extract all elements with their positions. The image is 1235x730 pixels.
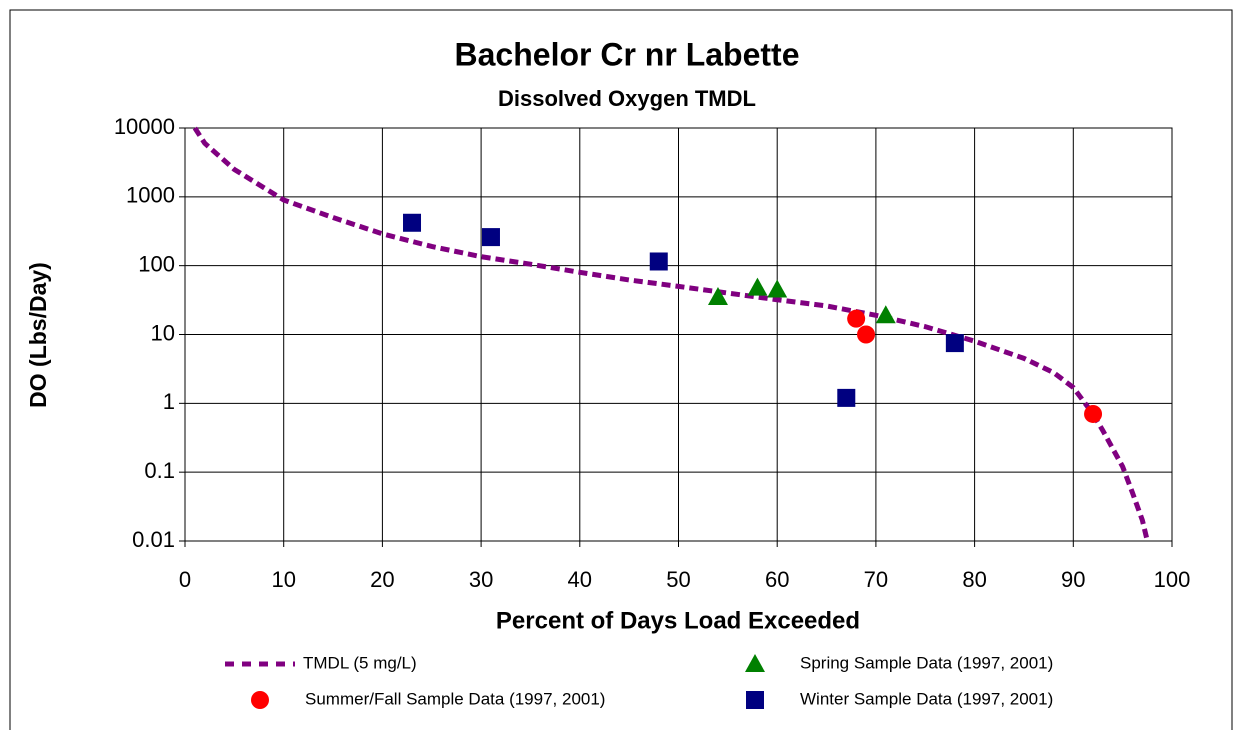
legend-swatch — [251, 691, 269, 709]
legend-swatch — [745, 654, 765, 672]
x-tick-label: 20 — [370, 567, 394, 592]
chart-title: Bachelor Cr nr Labette — [455, 36, 800, 72]
y-tick-label: 1 — [163, 389, 175, 414]
x-tick-label: 90 — [1061, 567, 1085, 592]
data-point — [707, 287, 728, 306]
legend-label: Summer/Fall Sample Data (1997, 2001) — [305, 689, 605, 708]
x-tick-label: 60 — [765, 567, 789, 592]
legend-label: TMDL (5 mg/L) — [303, 653, 417, 672]
y-axis-label: DO (Lbs/Day) — [25, 262, 51, 408]
x-tick-label: 70 — [864, 567, 888, 592]
x-tick-label: 0 — [179, 567, 191, 592]
x-tick-label: 80 — [962, 567, 986, 592]
data-point — [875, 305, 896, 324]
y-tick-label: 10 — [151, 320, 175, 345]
x-tick-label: 30 — [469, 567, 493, 592]
data-point — [847, 309, 866, 328]
data-point — [403, 213, 422, 232]
chart-frame — [9, 9, 1233, 730]
legend-swatch — [746, 691, 764, 709]
y-tick-label: 0.1 — [144, 458, 175, 483]
chart-subtitle: Dissolved Oxygen TMDL — [498, 86, 756, 111]
data-point — [1084, 404, 1103, 423]
data-point — [837, 388, 856, 407]
data-point — [945, 334, 964, 353]
y-tick-label: 0.01 — [132, 527, 175, 552]
y-tick-label: 1000 — [126, 183, 175, 208]
legend-label: Winter Sample Data (1997, 2001) — [800, 689, 1053, 708]
data-point — [481, 228, 500, 247]
data-point — [857, 325, 876, 344]
x-tick-label: 50 — [666, 567, 690, 592]
data-point — [649, 252, 668, 271]
x-axis-label: Percent of Days Load Exceeded — [496, 607, 860, 634]
data-point — [767, 279, 788, 298]
x-tick-label: 100 — [1154, 567, 1191, 592]
tmdl-line — [192, 126, 1150, 542]
data-point — [747, 277, 768, 296]
x-tick-label: 40 — [568, 567, 592, 592]
legend-label: Spring Sample Data (1997, 2001) — [800, 653, 1053, 672]
y-tick-label: 10000 — [114, 114, 175, 139]
x-tick-label: 10 — [271, 567, 295, 592]
y-tick-label: 100 — [138, 251, 175, 276]
